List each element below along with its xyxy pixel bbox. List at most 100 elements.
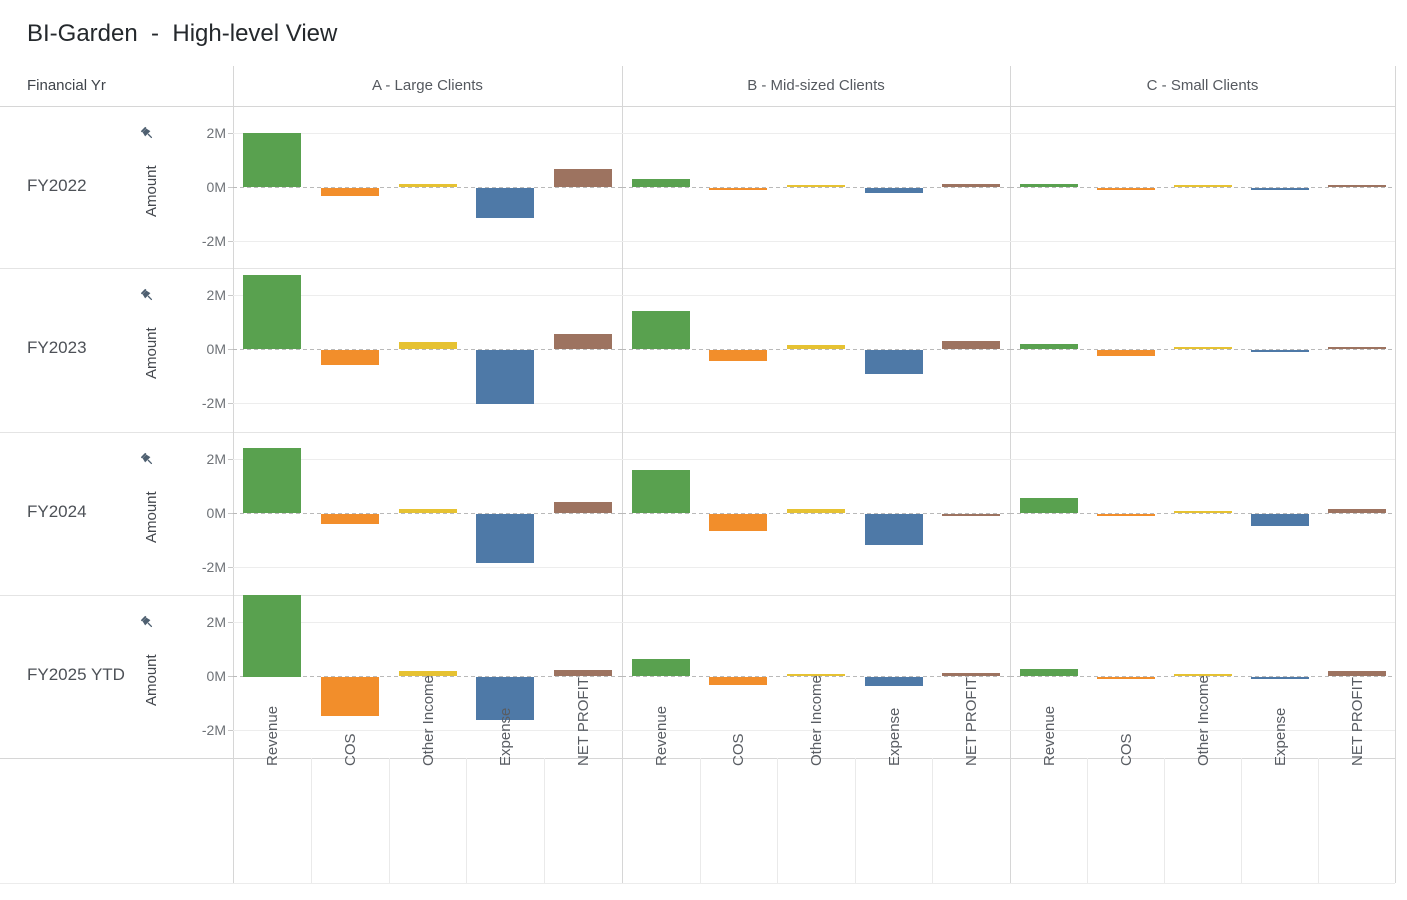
bar-cos[interactable]: [1097, 188, 1155, 190]
axis-tick-mark: [228, 459, 233, 460]
bar-net-profit[interactable]: [554, 334, 612, 349]
bar-other-income[interactable]: [399, 671, 457, 676]
bar-net-profit[interactable]: [554, 169, 612, 187]
bar-expense[interactable]: [1251, 350, 1309, 352]
bar-net-profit[interactable]: [942, 673, 1000, 676]
bar-revenue[interactable]: [1020, 344, 1078, 349]
bar-net-profit[interactable]: [942, 514, 1000, 516]
measure-label-cos[interactable]: COS: [1118, 733, 1135, 766]
bar-expense[interactable]: [1251, 188, 1309, 190]
axis-tick-label: 2M: [206, 451, 226, 467]
bar-other-income[interactable]: [1174, 674, 1232, 676]
measure-label-net-profit[interactable]: NET PROFIT: [575, 677, 592, 766]
measure-label-net-profit[interactable]: NET PROFIT: [963, 677, 980, 766]
bar-revenue[interactable]: [1020, 184, 1078, 187]
zero-line: [233, 187, 622, 188]
pin-icon[interactable]: [140, 288, 155, 303]
bar-net-profit[interactable]: [1328, 185, 1386, 187]
bar-cos[interactable]: [321, 514, 379, 524]
measure-label-other-income[interactable]: Other Income: [420, 675, 437, 766]
column-header-mid-clients[interactable]: B - Mid-sized Clients: [747, 77, 885, 94]
bar-other-income[interactable]: [787, 509, 845, 513]
bar-expense[interactable]: [865, 188, 923, 193]
row-label-fy2022[interactable]: FY2022: [27, 176, 87, 195]
measure-label-expense[interactable]: Expense: [886, 707, 903, 766]
axis-area-bottom-line: [0, 883, 1395, 884]
bar-other-income[interactable]: [399, 184, 457, 187]
bar-revenue[interactable]: [243, 133, 301, 187]
bar-net-profit[interactable]: [942, 341, 1000, 349]
bar-expense[interactable]: [476, 188, 534, 218]
bar-net-profit[interactable]: [1328, 347, 1386, 349]
gridline-pos2m: [622, 295, 1010, 296]
bar-other-income[interactable]: [787, 674, 845, 676]
bar-expense[interactable]: [865, 350, 923, 374]
bar-cos[interactable]: [709, 350, 767, 361]
bar-cos[interactable]: [321, 188, 379, 196]
measure-label-other-income[interactable]: Other Income: [808, 675, 825, 766]
measure-label-cos[interactable]: COS: [730, 733, 747, 766]
bar-expense[interactable]: [865, 677, 923, 686]
pin-icon[interactable]: [140, 452, 155, 467]
column-header-small-clients[interactable]: C - Small Clients: [1146, 77, 1259, 94]
row-dimension-header[interactable]: Financial Yr: [27, 77, 106, 94]
pin-icon[interactable]: [140, 126, 155, 141]
bar-revenue[interactable]: [632, 179, 690, 187]
zero-line: [1010, 513, 1395, 514]
bar-expense[interactable]: [476, 350, 534, 404]
bar-cos[interactable]: [321, 677, 379, 716]
row-label-fy2024[interactable]: FY2024: [27, 502, 87, 521]
measure-label-expense[interactable]: Expense: [497, 707, 514, 766]
measure-label-revenue[interactable]: Revenue: [1041, 705, 1058, 766]
bar-other-income[interactable]: [1174, 185, 1232, 187]
bar-cos[interactable]: [709, 514, 767, 531]
bar-net-profit[interactable]: [942, 184, 1000, 187]
bar-other-income[interactable]: [787, 185, 845, 187]
bar-net-profit[interactable]: [554, 502, 612, 513]
bar-cos[interactable]: [1097, 514, 1155, 516]
axis-tick-mark: [228, 241, 233, 242]
bar-revenue[interactable]: [632, 659, 690, 676]
measure-label-revenue[interactable]: Revenue: [264, 705, 281, 766]
row-label-fy2023[interactable]: FY2023: [27, 338, 87, 357]
bar-net-profit[interactable]: [1328, 671, 1386, 676]
pin-icon[interactable]: [140, 615, 155, 630]
section-divider-line: [233, 66, 234, 883]
pane-fy2023-a-large-clients: [233, 268, 622, 432]
bar-other-income[interactable]: [787, 345, 845, 349]
bar-net-profit[interactable]: [1328, 509, 1386, 513]
measure-label-net-profit[interactable]: NET PROFIT: [1349, 677, 1366, 766]
bar-expense[interactable]: [1251, 677, 1309, 679]
bar-other-income[interactable]: [399, 509, 457, 513]
bar-net-profit[interactable]: [554, 670, 612, 676]
row-separator-line: [0, 268, 1395, 269]
bar-cos[interactable]: [709, 677, 767, 685]
bar-revenue[interactable]: [243, 275, 301, 349]
bar-other-income[interactable]: [1174, 511, 1232, 513]
measure-label-cos[interactable]: COS: [342, 733, 359, 766]
bar-expense[interactable]: [1251, 514, 1309, 526]
bar-revenue[interactable]: [243, 448, 301, 513]
measure-label-expense[interactable]: Expense: [1272, 707, 1289, 766]
bar-cos[interactable]: [1097, 677, 1155, 679]
column-header-large-clients[interactable]: A - Large Clients: [372, 77, 483, 94]
bar-revenue[interactable]: [632, 311, 690, 349]
bar-cos[interactable]: [709, 188, 767, 190]
bar-expense[interactable]: [476, 677, 534, 720]
bar-other-income[interactable]: [399, 342, 457, 349]
bar-expense[interactable]: [476, 514, 534, 563]
bar-revenue[interactable]: [632, 470, 690, 513]
bar-revenue[interactable]: [1020, 669, 1078, 676]
measure-label-other-income[interactable]: Other Income: [1195, 675, 1212, 766]
measure-label-revenue[interactable]: Revenue: [653, 705, 670, 766]
bar-cos[interactable]: [1097, 350, 1155, 356]
gridline-pos2m: [622, 133, 1010, 134]
bar-expense[interactable]: [865, 514, 923, 545]
bar-revenue[interactable]: [243, 595, 301, 677]
bar-cos[interactable]: [321, 350, 379, 365]
gridline-neg2m: [233, 403, 622, 404]
gridline-neg2m: [233, 241, 622, 242]
row-label-fy2025-ytd[interactable]: FY2025 YTD: [27, 665, 125, 684]
bar-other-income[interactable]: [1174, 347, 1232, 349]
bar-revenue[interactable]: [1020, 498, 1078, 513]
